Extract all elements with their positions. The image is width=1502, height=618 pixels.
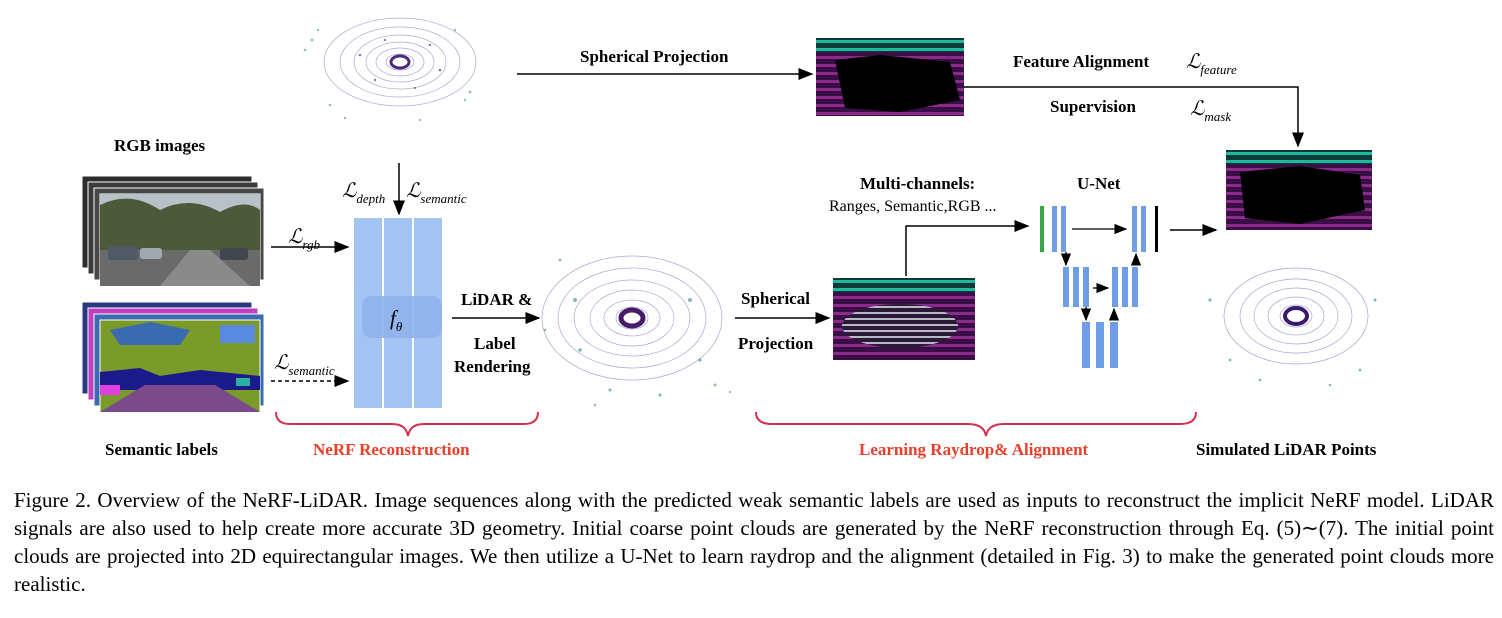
supervision-label: Supervision bbox=[1050, 97, 1136, 116]
rgb-images-label: RGB images bbox=[114, 136, 206, 155]
nerf-network-block bbox=[354, 218, 442, 408]
lidar-point-cloud-rendered bbox=[541, 255, 732, 407]
nerf-reconstruction-label: NeRF Reconstruction bbox=[313, 440, 470, 459]
learning-raydrop-brace bbox=[755, 411, 1197, 437]
loss-mask: ℒmask bbox=[1190, 98, 1232, 124]
range-image-output bbox=[1226, 150, 1372, 230]
f-theta-label: fθ bbox=[390, 306, 403, 334]
loss-feature: ℒfeature bbox=[1186, 51, 1237, 77]
loss-semantic-top: ℒsemantic bbox=[406, 180, 467, 206]
simulated-point-cloud bbox=[1208, 267, 1377, 387]
pipeline-diagram bbox=[81, 17, 1377, 437]
semantic-label-stack bbox=[81, 301, 265, 413]
multichannel-arrow bbox=[905, 220, 1030, 276]
simulated-lidar-label: Simulated LiDAR Points bbox=[1196, 440, 1377, 459]
spherical-projection-mid-label-1: Spherical bbox=[741, 289, 810, 308]
loss-semantic-left: ℒsemantic bbox=[274, 352, 335, 378]
unet-architecture bbox=[1040, 206, 1158, 368]
lidar-point-cloud-top bbox=[303, 17, 477, 122]
multi-channels-list: Ranges, Semantic,RGB ... bbox=[829, 198, 997, 215]
figure-caption: Figure 2. Overview of the NeRF-LiDAR. Im… bbox=[14, 486, 1494, 598]
alignment-supervision-arrow bbox=[964, 86, 1304, 148]
loss-depth: ℒdepth bbox=[342, 180, 386, 206]
lidar-rendering-label-3: Rendering bbox=[454, 357, 531, 376]
range-image-top bbox=[816, 38, 964, 116]
caption-text: Figure 2. Overview of the NeRF-LiDAR. Im… bbox=[14, 488, 1494, 596]
feature-alignment-label: Feature Alignment bbox=[1013, 52, 1150, 71]
spherical-projection-top-label: Spherical Projection bbox=[580, 47, 729, 66]
loss-rgb: ℒrgb bbox=[288, 226, 320, 252]
multi-channels-title: Multi-channels: bbox=[860, 174, 976, 193]
learning-raydrop-label: Learning Raydrop& Alignment bbox=[859, 440, 1089, 459]
spherical-projection-mid-label-2: Projection bbox=[738, 334, 814, 353]
range-image-input bbox=[833, 278, 975, 360]
rgb-image-stack bbox=[81, 175, 265, 287]
nerf-reconstruction-brace bbox=[275, 411, 539, 437]
unet-label: U-Net bbox=[1077, 174, 1121, 193]
lidar-rendering-label-2: Label bbox=[474, 334, 516, 353]
semantic-labels-label: Semantic labels bbox=[105, 440, 218, 459]
lidar-rendering-label-1: LiDAR & bbox=[461, 290, 533, 309]
